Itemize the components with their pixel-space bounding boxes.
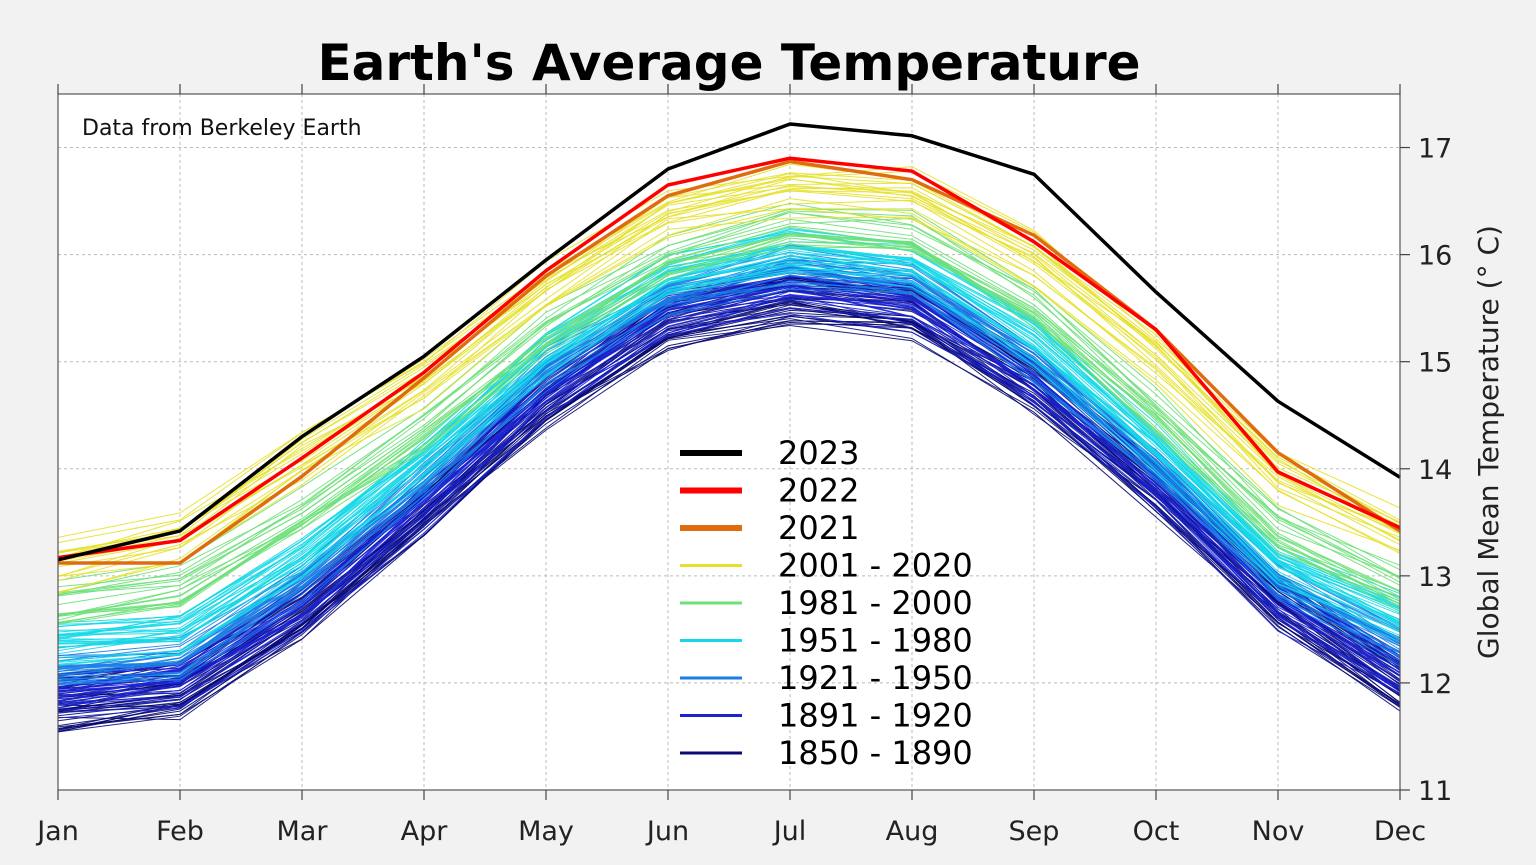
series-line xyxy=(57,260,1401,643)
y-axis: 11 12 13 14 15 16 17 xyxy=(1400,134,1452,807)
series-line xyxy=(57,182,1401,559)
series-line xyxy=(57,208,1401,581)
legend-label: 2023 xyxy=(778,434,859,472)
series-line xyxy=(57,280,1401,686)
source-annotation: Data from Berkeley Earth xyxy=(82,116,362,141)
series-line xyxy=(57,190,1401,561)
series-line xyxy=(57,288,1401,683)
series-line xyxy=(57,216,1401,593)
legend-label: 1850 - 1890 xyxy=(778,734,973,772)
series-line xyxy=(57,290,1401,706)
series-line xyxy=(57,293,1401,705)
series-line xyxy=(57,202,1401,593)
series-line xyxy=(57,265,1401,667)
series-line-2021 xyxy=(58,159,1401,565)
x-tick-label: Mar xyxy=(277,816,329,847)
y-tick-label: 15 xyxy=(1418,348,1452,379)
series-line xyxy=(57,245,1401,636)
series-line xyxy=(57,284,1401,692)
series-line xyxy=(57,320,1401,730)
series-line xyxy=(57,268,1401,662)
series-line xyxy=(57,178,1401,554)
x-tick-label: May xyxy=(518,816,574,847)
x-tick-label: Jan xyxy=(35,816,79,847)
series-line xyxy=(57,307,1401,703)
series-line xyxy=(57,234,1401,617)
plot-frame xyxy=(57,93,1401,791)
y-tick-label: 16 xyxy=(1418,241,1452,272)
series-line xyxy=(57,324,1401,721)
y-tick-label: 11 xyxy=(1418,776,1452,807)
legend-label: 2022 xyxy=(778,472,859,510)
legend-label: 1951 - 1980 xyxy=(778,622,973,660)
series-line xyxy=(57,283,1401,682)
legend-label: 2001 - 2020 xyxy=(778,547,973,585)
chart-title: Earth's Average Temperature xyxy=(317,34,1140,92)
x-tick-label: Jun xyxy=(645,816,689,847)
series-line xyxy=(57,294,1401,706)
x-tick-label: Sep xyxy=(1009,816,1060,847)
x-tick-label: Oct xyxy=(1133,816,1180,847)
legend-label: 1891 - 1920 xyxy=(778,697,973,735)
series-line-2022 xyxy=(57,156,1401,560)
grid xyxy=(58,94,1400,790)
series-line xyxy=(57,283,1401,685)
series-line xyxy=(57,210,1401,588)
series-line xyxy=(57,270,1401,663)
x-tick-label: Aug xyxy=(886,816,939,847)
x-tick-label: Dec xyxy=(1374,816,1426,847)
series-line xyxy=(57,246,1401,625)
x-axis: Jan Feb Mar Apr May Jun Jul Aug Sep Oct Nov Dec xyxy=(35,84,1426,847)
series-line xyxy=(57,298,1401,709)
series-line xyxy=(57,263,1401,655)
series-line xyxy=(57,264,1401,658)
series-line xyxy=(57,262,1401,644)
legend-label: 1921 - 1950 xyxy=(778,659,973,697)
y-tick-label: 12 xyxy=(1418,669,1452,700)
x-tick-label: Apr xyxy=(401,816,449,847)
series-line xyxy=(57,172,1401,558)
series-line-2023 xyxy=(57,122,1401,562)
series-lines xyxy=(57,163,1401,733)
series-line xyxy=(57,187,1401,561)
legend-label: 1981 - 2000 xyxy=(778,584,973,622)
x-tick-label: Jul xyxy=(772,816,807,847)
series-line xyxy=(57,252,1401,641)
legend-label: 2021 xyxy=(778,509,859,547)
x-tick-label: Nov xyxy=(1252,816,1305,847)
series-line xyxy=(57,233,1401,615)
y-tick-label: 14 xyxy=(1418,455,1452,486)
y-tick-label: 13 xyxy=(1418,562,1452,593)
x-tick-label: Feb xyxy=(156,816,204,847)
y-axis-label: Global Mean Temperature (° C) xyxy=(1472,225,1505,659)
series-line xyxy=(57,190,1401,568)
series-line xyxy=(57,217,1401,596)
series-line xyxy=(57,271,1401,666)
y-tick-label: 17 xyxy=(1418,134,1452,165)
highlight-lines xyxy=(57,122,1401,565)
series-line xyxy=(57,299,1401,714)
series-line xyxy=(57,265,1401,672)
series-line xyxy=(57,225,1401,594)
series-line xyxy=(57,198,1401,594)
